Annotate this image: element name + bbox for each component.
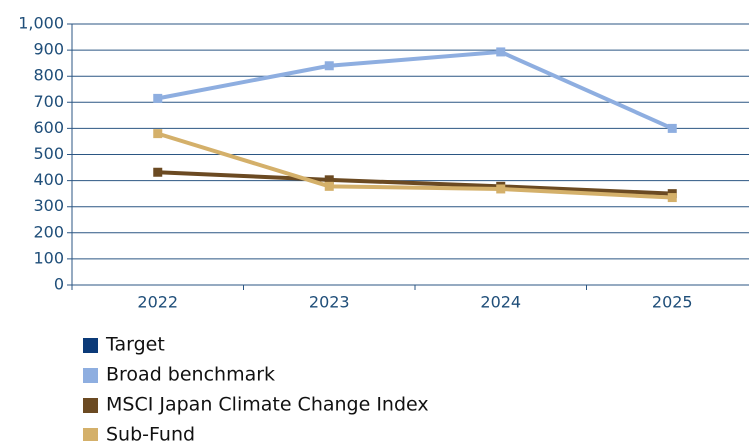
legend-swatch: [83, 398, 98, 413]
y-tick-label: 800: [33, 66, 64, 85]
x-tick-label: 2024: [480, 293, 521, 312]
legend-label: Sub-Fund: [106, 424, 195, 441]
legend-label: Broad benchmark: [106, 364, 275, 386]
point: [667, 193, 677, 203]
x-tick-label: 2023: [309, 293, 350, 312]
point: [153, 129, 163, 139]
y-tick-label: 500: [33, 144, 64, 163]
point: [153, 93, 163, 103]
point: [324, 175, 334, 185]
y-tick-label: 200: [33, 222, 64, 241]
y-tick-label: 600: [33, 118, 64, 137]
y-tick-label: 1,000: [18, 14, 64, 33]
y-tick-label: 400: [33, 170, 64, 189]
legend-swatch: [83, 338, 98, 353]
point: [324, 61, 334, 71]
series-line: [157, 131, 673, 200]
legend-swatch: [83, 368, 98, 383]
y-tick-label: 100: [33, 248, 64, 267]
point: [324, 181, 334, 191]
x-tick-label: 2025: [652, 293, 693, 312]
legend-swatch: [83, 428, 98, 441]
point: [667, 123, 677, 133]
series-line: [157, 49, 674, 131]
legend-label: Target: [105, 334, 165, 356]
legend-label: MSCI Japan Climate Change Index: [106, 394, 429, 416]
series-line: [157, 170, 673, 196]
point: [153, 167, 163, 177]
x-tick-label: 2022: [137, 293, 178, 312]
point: [496, 184, 506, 194]
y-tick-label: 0: [54, 275, 64, 294]
y-tick-label: 300: [33, 196, 64, 215]
y-tick-label: 900: [33, 40, 64, 59]
y-tick-label: 700: [33, 92, 64, 111]
point: [496, 47, 506, 57]
